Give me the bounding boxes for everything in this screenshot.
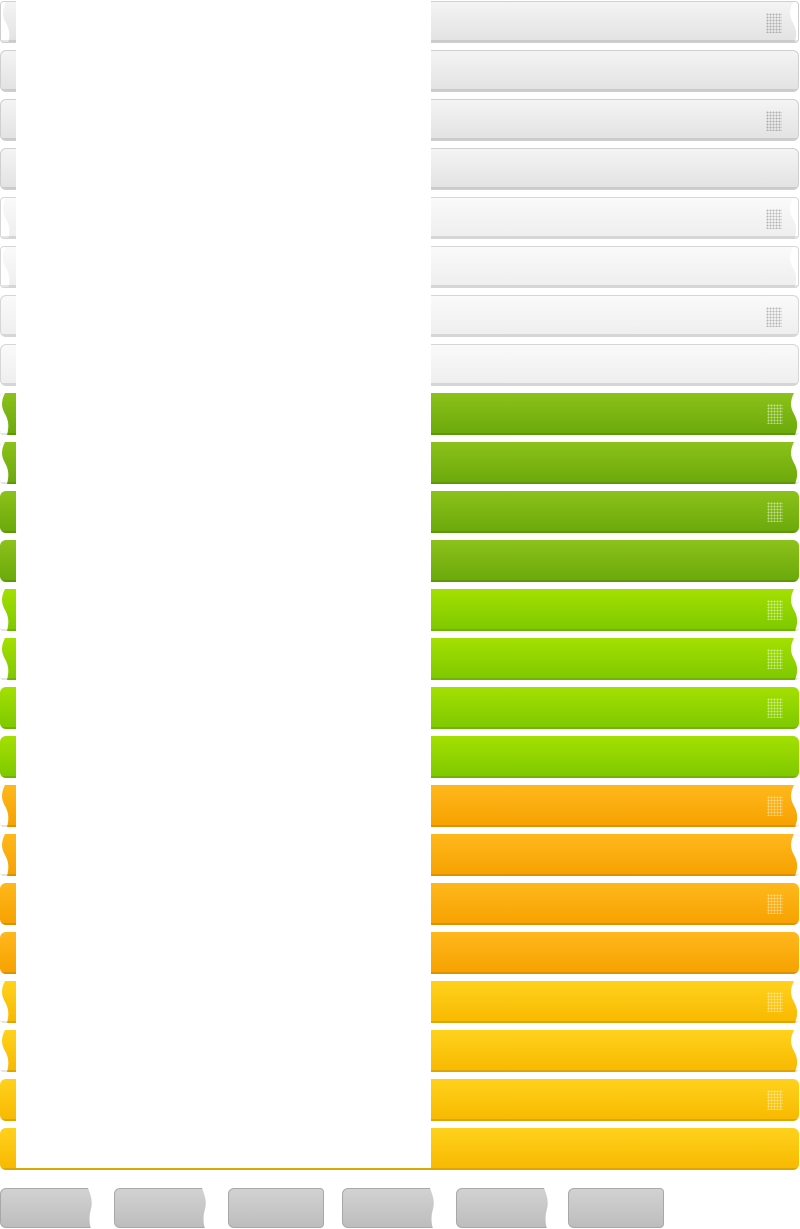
tab-wavy-edge — [430, 1188, 439, 1229]
wavy-edge-left — [0, 834, 9, 876]
blank-panel — [16, 0, 431, 1168]
grip-handle-icon[interactable] — [767, 796, 783, 816]
grip-handle-icon[interactable] — [766, 111, 782, 131]
grip-handle-icon[interactable] — [767, 698, 783, 718]
wavy-edge-right — [791, 1030, 799, 1072]
grip-handle-icon[interactable] — [767, 1090, 783, 1110]
grip-handle-icon[interactable] — [767, 894, 783, 914]
wavy-edge-left — [0, 393, 9, 435]
wavy-edge-left — [1, 2, 10, 42]
tab-wavy-edge — [544, 1188, 553, 1229]
grip-handle-icon[interactable] — [767, 600, 783, 620]
tab-row — [0, 1188, 800, 1229]
wavy-edge-left — [0, 442, 9, 484]
wavy-edge-left — [0, 785, 9, 827]
wavy-edge-right — [790, 198, 798, 238]
wavy-edge-right — [791, 834, 799, 876]
wavy-edge-left — [1, 198, 10, 238]
wavy-edge-left — [0, 589, 9, 631]
wavy-edge-right — [791, 785, 799, 827]
wavy-edge-right — [791, 442, 799, 484]
wavy-edge-right — [791, 393, 799, 435]
grip-handle-icon[interactable] — [766, 307, 782, 327]
tab-3[interactable] — [228, 1188, 324, 1228]
wavy-edge-left — [1, 247, 10, 287]
grip-handle-icon[interactable] — [767, 992, 783, 1012]
grip-handle-icon[interactable] — [767, 649, 783, 669]
wavy-edge-left — [0, 638, 9, 680]
wavy-edge-left — [0, 981, 9, 1023]
tab-4[interactable] — [342, 1188, 439, 1229]
grip-handle-icon[interactable] — [766, 209, 782, 229]
grip-handle-icon[interactable] — [766, 13, 782, 33]
wavy-edge-right — [791, 589, 799, 631]
tab-6[interactable] — [568, 1188, 664, 1228]
wavy-edge-right — [791, 981, 799, 1023]
grip-handle-icon[interactable] — [767, 502, 783, 522]
wavy-edge-right — [791, 638, 799, 680]
wavy-edge-left — [0, 1030, 9, 1072]
tab-2[interactable] — [114, 1188, 211, 1229]
grip-handle-icon[interactable] — [767, 404, 783, 424]
tab-1[interactable] — [0, 1188, 97, 1229]
tab-5[interactable] — [456, 1188, 553, 1229]
wavy-edge-right — [790, 247, 798, 287]
wavy-edge-right — [790, 2, 798, 42]
tab-wavy-edge — [202, 1188, 211, 1229]
tab-wavy-edge — [88, 1188, 97, 1229]
